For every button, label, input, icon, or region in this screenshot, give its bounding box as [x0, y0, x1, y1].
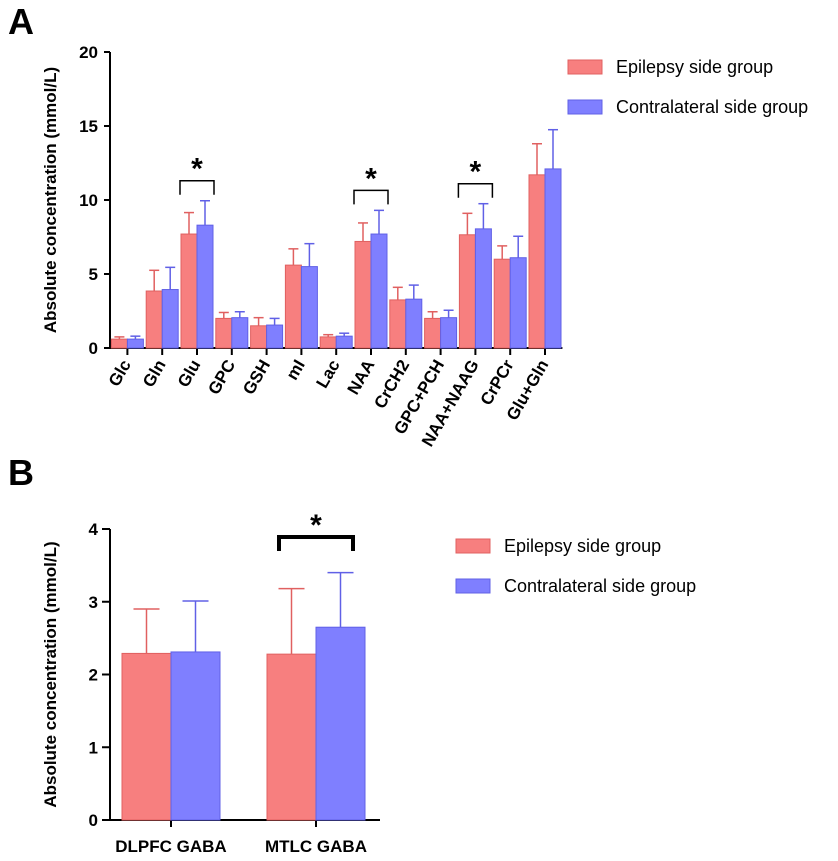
panel-a-bar [180, 233, 198, 349]
panel-a-significance-star: * [191, 153, 203, 186]
panel-b-y-tick-label: 1 [89, 738, 98, 757]
panel-b-y-tick-label: 0 [89, 811, 98, 830]
panel-a-bar [370, 233, 388, 349]
panel-a-bar [335, 335, 353, 349]
panel-a-y-axis-label: Absolute concentration (mmol/L) [41, 67, 60, 333]
panel-b-bar [266, 653, 317, 821]
panel-a-bar [389, 299, 407, 349]
panel-a-x-tick-label: NAA [344, 357, 379, 398]
panel-a-x-tick-label: GSH [239, 357, 274, 398]
panel-a-y-tick-label: 0 [89, 339, 98, 358]
panel-a-x-tick-label: mI [282, 357, 308, 384]
panel-b-legend-swatch [455, 578, 491, 594]
panel-a-bar [145, 290, 163, 349]
panel-b-y-tick-label: 4 [89, 520, 99, 539]
panel-b-legend-label: Contralateral side group [504, 576, 696, 596]
panel-a-x-tick-label: Glc [105, 357, 135, 390]
panel-a-significance-star: * [470, 156, 482, 189]
panel-a-bar [509, 257, 527, 349]
panel-a-bar [110, 338, 128, 349]
panel-label-a: A [8, 1, 34, 42]
panel-a-bar [528, 174, 546, 349]
panel-b-y-tick-label: 3 [89, 593, 98, 612]
panel-a-bar [493, 258, 511, 349]
panel-b-significance-bracket [277, 535, 355, 551]
panel-a-bar [354, 240, 372, 349]
panel-a-bar [196, 224, 214, 349]
panel-a-bar [231, 317, 249, 349]
panel-b-y-tick-label: 2 [89, 666, 98, 685]
panel-b-x-tick-label: DLPFC GABA [115, 837, 226, 856]
panel-a-bar [544, 168, 562, 349]
panel-b-y-axis-label: Absolute concentration (mmol/L) [41, 541, 60, 807]
panel-a-y-tick-label: 20 [79, 43, 98, 62]
panel-a-bar [126, 338, 144, 349]
panel-a-bar [266, 324, 284, 349]
panel-a-bar [300, 266, 318, 349]
panel-a-legend-swatch [567, 99, 603, 115]
panel-a-legend-label: Contralateral side group [616, 97, 808, 117]
panel-a-bar [161, 289, 179, 349]
panel-b-significance-star: * [310, 509, 322, 542]
panel-a-bar [319, 336, 337, 349]
panel-a-legend-label: Epilepsy side group [616, 57, 773, 77]
panel-a-x-tick-label: GPC [204, 357, 239, 398]
panel-a-bar [284, 264, 302, 349]
panel-a-x-tick-label: Glu [174, 357, 205, 391]
panel-a-bar [424, 317, 442, 349]
panel-a-bar [458, 234, 476, 349]
panel-b-bar [170, 651, 221, 821]
panel-a-y-tick-label: 15 [79, 117, 98, 136]
panel-a-x-tick-label: Gln [139, 357, 170, 391]
panel-a-y-tick-label: 10 [79, 191, 98, 210]
panel-a-bar [474, 228, 492, 349]
panel-a-significance-bracket [353, 189, 389, 205]
panel-a-bar [250, 325, 268, 349]
panel-b-bar [121, 652, 172, 821]
panel-b-x-tick-label: MTLC GABA [265, 837, 367, 856]
panel-a-bar [215, 317, 233, 349]
panel-b-bar [315, 626, 366, 821]
panel-b-legend-swatch [455, 538, 491, 554]
panel-label-b: B [8, 452, 34, 493]
panel-a-significance-bracket [179, 179, 215, 195]
panel-a-legend-swatch [567, 59, 603, 75]
panel-a-x-tick-label: Lac [313, 357, 344, 392]
panel-a-bar [440, 317, 458, 349]
panel-a-significance-star: * [365, 162, 377, 195]
panel-a-bar [405, 298, 423, 349]
panel-b-legend-label: Epilepsy side group [504, 536, 661, 556]
panel-a-y-tick-label: 5 [89, 265, 98, 284]
panel-a-significance-bracket [457, 182, 494, 198]
